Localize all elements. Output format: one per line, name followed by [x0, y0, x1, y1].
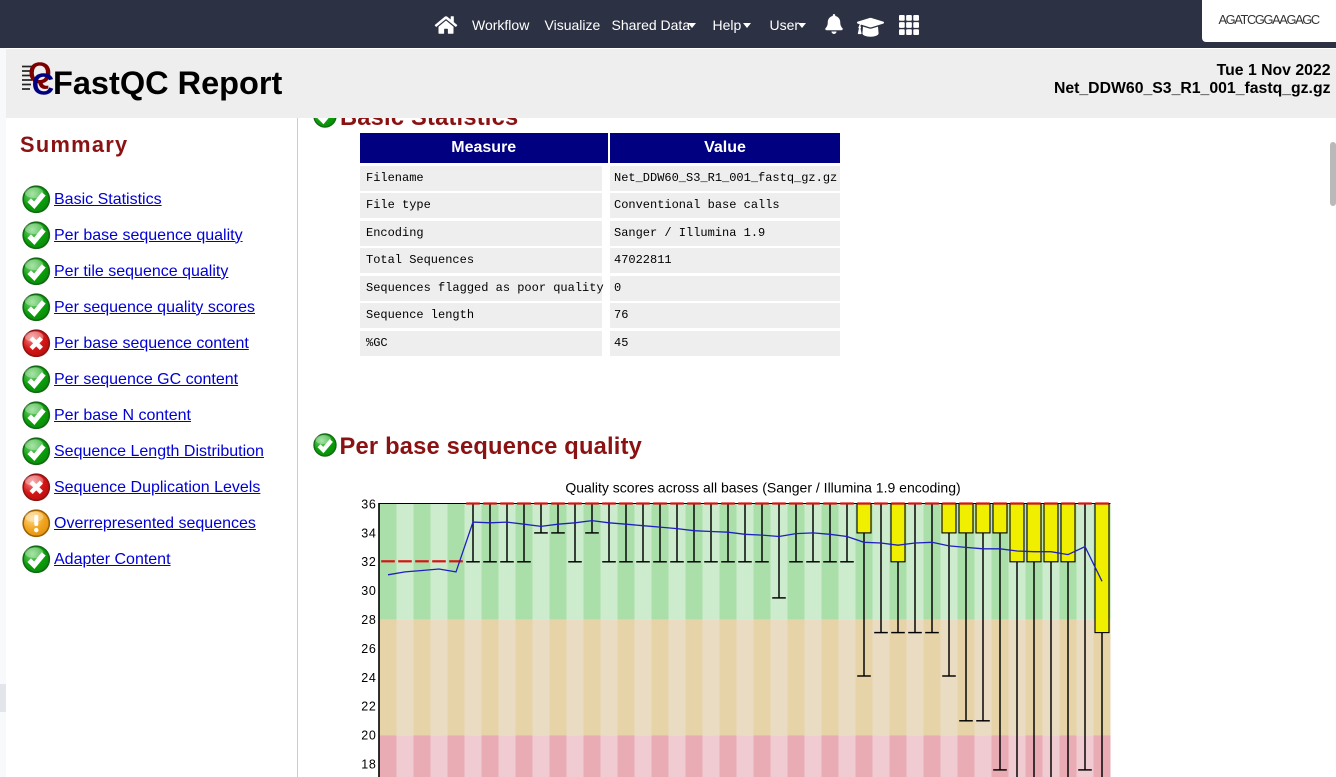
svg-text:34: 34	[361, 526, 376, 540]
svg-text:20: 20	[361, 729, 376, 743]
svg-text:18: 18	[361, 758, 376, 772]
svg-text:32: 32	[361, 555, 376, 569]
svg-text:36: 36	[361, 497, 376, 511]
svg-text:22: 22	[361, 700, 376, 714]
svg-text:28: 28	[361, 613, 376, 627]
svg-text:C: C	[31, 67, 53, 102]
svg-text:Quality scores across all base: Quality scores across all bases (Sanger …	[565, 480, 960, 496]
svg-text:30: 30	[361, 584, 376, 598]
svg-text:24: 24	[361, 671, 376, 685]
svg-text:Q: Q	[28, 61, 51, 90]
svg-text:26: 26	[361, 642, 376, 656]
